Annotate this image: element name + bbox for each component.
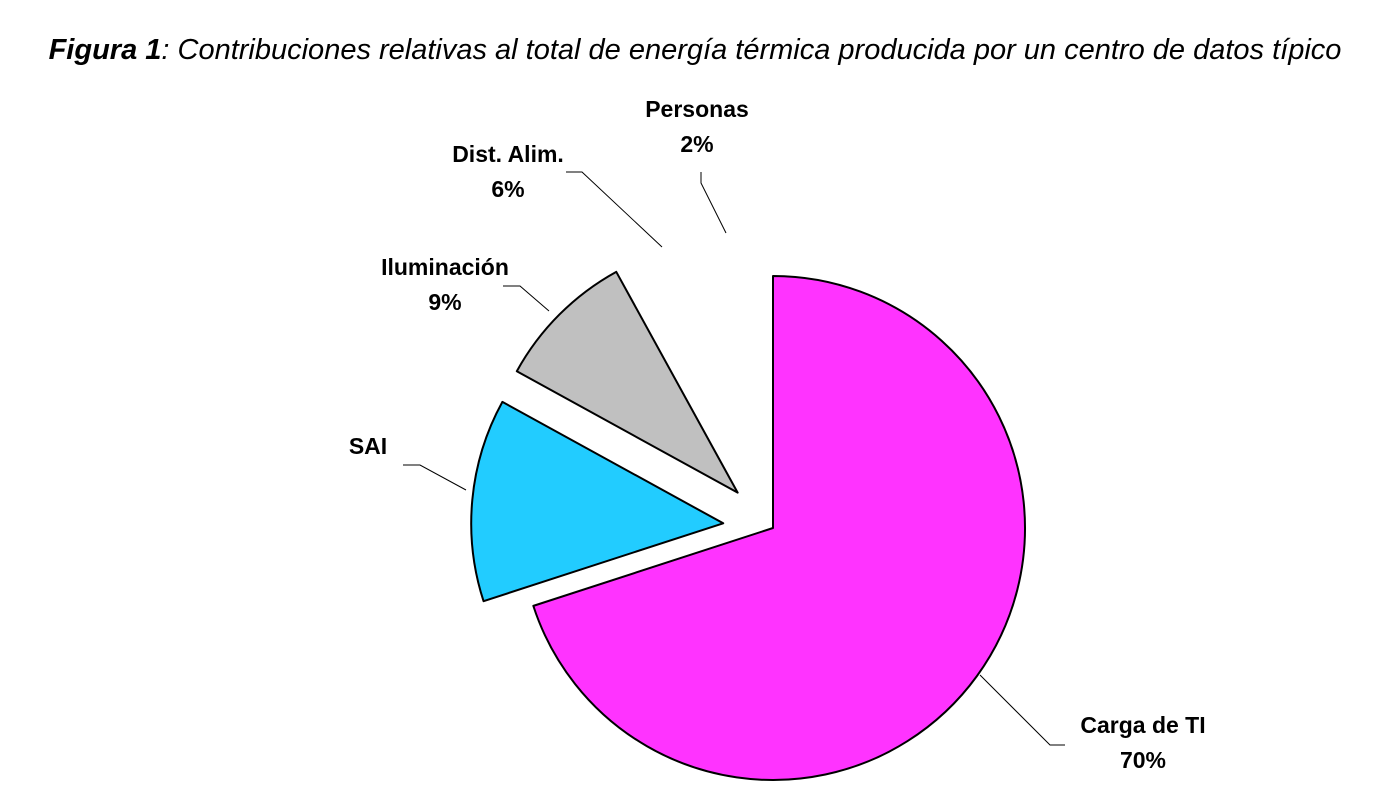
slice-label-carga-de-ti: Carga de TI — [1080, 712, 1205, 738]
leader-line-sai — [403, 464, 467, 491]
slice-label-dist-alim: Dist. Alim. — [452, 141, 564, 167]
slice-value-iluminacion: 9% — [428, 289, 461, 315]
figure-title-text: : Contribuciones relativas al total de e… — [161, 34, 1342, 66]
pie-slice-dist-alim — [636, 230, 758, 481]
pie-slice-carga-de-ti — [532, 275, 1026, 781]
figure-title-prefix: Figura 1 — [48, 34, 162, 66]
slice-label-personas: Personas — [645, 96, 749, 122]
leader-line-personas — [700, 172, 727, 234]
pie-slice-iluminacion — [515, 270, 739, 494]
slice-label-iluminacion: Iluminación — [381, 254, 509, 280]
slice-value-dist-alim: 6% — [491, 176, 524, 202]
pie-slice-personas — [738, 226, 770, 479]
pie-slice-sai — [470, 400, 725, 603]
slice-value-personas: 2% — [680, 131, 713, 157]
slice-value-carga-de-ti: 70% — [1120, 747, 1166, 773]
slice-label-sai: SAI — [349, 433, 387, 459]
leader-line-dist-alim — [566, 171, 663, 248]
leader-line-carga-de-ti — [979, 674, 1065, 746]
leader-line-iluminacion — [503, 285, 550, 312]
figure-title: Figura 1: Contribuciones relativas al to… — [0, 34, 1390, 67]
